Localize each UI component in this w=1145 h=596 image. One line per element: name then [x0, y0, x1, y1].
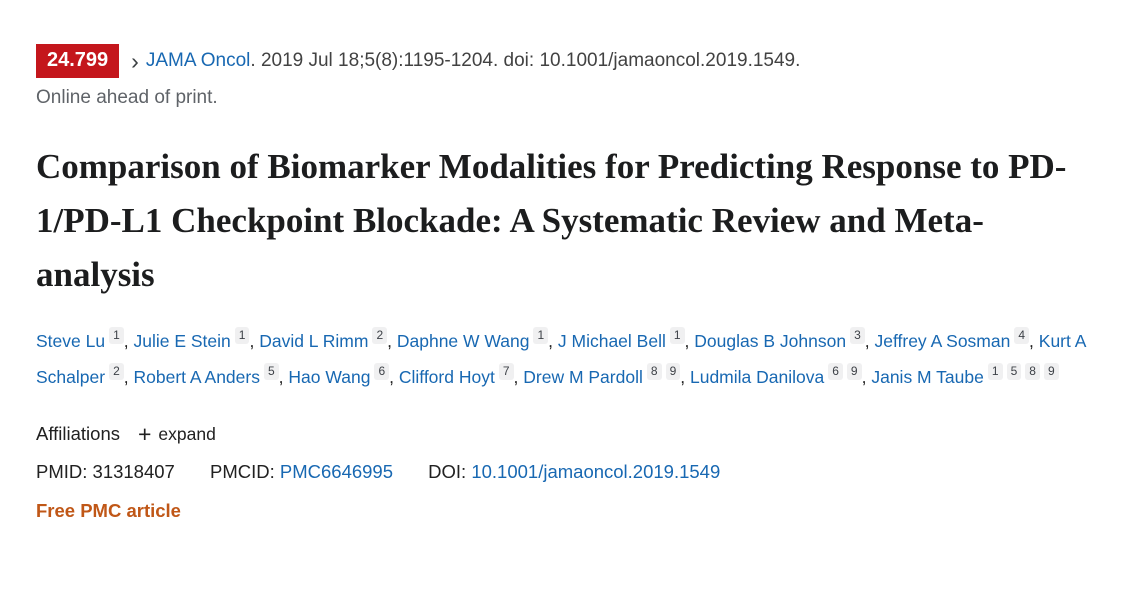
journal-citation-row: 24.799 › JAMA Oncol. 2019 Jul 18;5(8):1195…: [36, 44, 1109, 78]
author-link[interactable]: Robert A Anders: [133, 366, 260, 387]
author-affiliation-number: 6: [828, 362, 843, 380]
author-affiliation-number: 2: [372, 326, 388, 344]
author-affiliation-number: 6: [374, 362, 390, 380]
journal-name-link[interactable]: JAMA Oncol: [145, 50, 251, 72]
author-affiliation-number: 5: [1006, 362, 1022, 380]
author-separator: ,: [548, 330, 558, 351]
author-separator: ,: [249, 330, 260, 351]
article-header-page: 24.799 › JAMA Oncol. 2019 Jul 18;5(8):1195…: [36, 44, 1109, 521]
author-link[interactable]: Hao Wang: [288, 366, 371, 387]
author-affiliation-number: 3: [850, 326, 865, 344]
author-affiliation-number: 9: [665, 362, 681, 380]
author-link[interactable]: Janis M Taube: [871, 366, 984, 387]
author-link[interactable]: Kurt A Schalper: [36, 330, 1086, 387]
author-separator: ,: [861, 366, 872, 387]
article-title: Comparison of Biomarker Modalities for P…: [36, 147, 1067, 294]
author-affiliation-number: 9: [1043, 362, 1059, 380]
identifiers-row: PMID: 31318407 PMCID: PMC6646995 DOI: 10…: [36, 461, 1109, 483]
author-separator: ,: [123, 366, 134, 387]
impact-factor-badge: 24.799: [36, 44, 120, 78]
expand-label: expand: [158, 423, 216, 444]
author-affiliation-number: 1: [234, 326, 250, 344]
author-link[interactable]: J Michael Bell: [557, 330, 666, 351]
pmid-label: PMID:: [36, 460, 88, 482]
author-link[interactable]: Steve Lu: [36, 330, 106, 351]
doi-link[interactable]: 10.1001/jamaoncol.2019.1549: [471, 460, 721, 482]
author-separator: ,: [684, 330, 695, 351]
author-separator: ,: [513, 366, 524, 387]
author-affiliation-number: 1: [669, 326, 685, 344]
affiliations-row: Affiliations + expand: [36, 420, 1109, 447]
author-separator: ,: [1029, 330, 1039, 351]
author-separator: ,: [864, 330, 875, 351]
author-affiliation-number: 1: [533, 326, 549, 344]
author-separator: ,: [389, 366, 399, 387]
chevron-right-icon: ›: [131, 47, 139, 74]
author-link[interactable]: Ludmila Danilova: [689, 366, 825, 387]
author-link[interactable]: Daphne W Wang: [396, 330, 530, 351]
author-affiliation-number: 8: [1025, 362, 1040, 380]
authors-list: Steve Lu 1, Julie E Stein 1, David L Rimm 2…: [36, 323, 1109, 395]
citation-text: . 2019 Jul 18;5(8):1195-1204. doi: 10.10…: [250, 50, 801, 72]
author-separator: ,: [387, 330, 397, 351]
author-affiliation-number: 2: [109, 362, 124, 380]
author-link[interactable]: David L Rimm: [259, 330, 369, 351]
doi-group: DOI: 10.1001/jamaoncol.2019.1549: [428, 461, 720, 482]
online-ahead-of-print-text: Online ahead of print.: [36, 87, 218, 108]
author-separator: ,: [680, 366, 690, 387]
author-affiliation-number: 1: [109, 326, 124, 344]
free-pmc-article-label: Free PMC article: [36, 499, 181, 521]
pmid-group: PMID: 31318407: [36, 461, 175, 482]
author-affiliation-number: 1: [987, 362, 1003, 380]
author-link[interactable]: Julie E Stein: [133, 330, 231, 351]
pmcid-label: PMCID:: [209, 460, 275, 482]
author-affiliation-number: 4: [1014, 326, 1030, 344]
author-affiliation-number: 7: [498, 362, 514, 380]
author-link[interactable]: Jeffrey A Sosman: [874, 330, 1011, 351]
plus-icon: +: [137, 420, 152, 447]
author-affiliation-number: 9: [846, 362, 862, 380]
author-affiliation-number: 8: [646, 362, 662, 380]
author-separator: ,: [278, 366, 289, 387]
doi-label: DOI:: [428, 460, 467, 482]
author-affiliation-number: 5: [263, 362, 279, 380]
affiliations-expand-button[interactable]: + expand: [137, 420, 216, 447]
pmcid-link[interactable]: PMC6646995: [279, 460, 394, 482]
pmid-value: 31318407: [92, 460, 175, 482]
author-link[interactable]: Drew M Pardoll: [523, 366, 643, 387]
author-link[interactable]: Clifford Hoyt: [398, 366, 495, 387]
affiliations-label: Affiliations: [36, 423, 120, 445]
author-link[interactable]: Douglas B Johnson: [694, 330, 847, 351]
pmcid-group: PMCID: PMC6646995: [210, 461, 393, 482]
author-separator: ,: [123, 330, 134, 351]
